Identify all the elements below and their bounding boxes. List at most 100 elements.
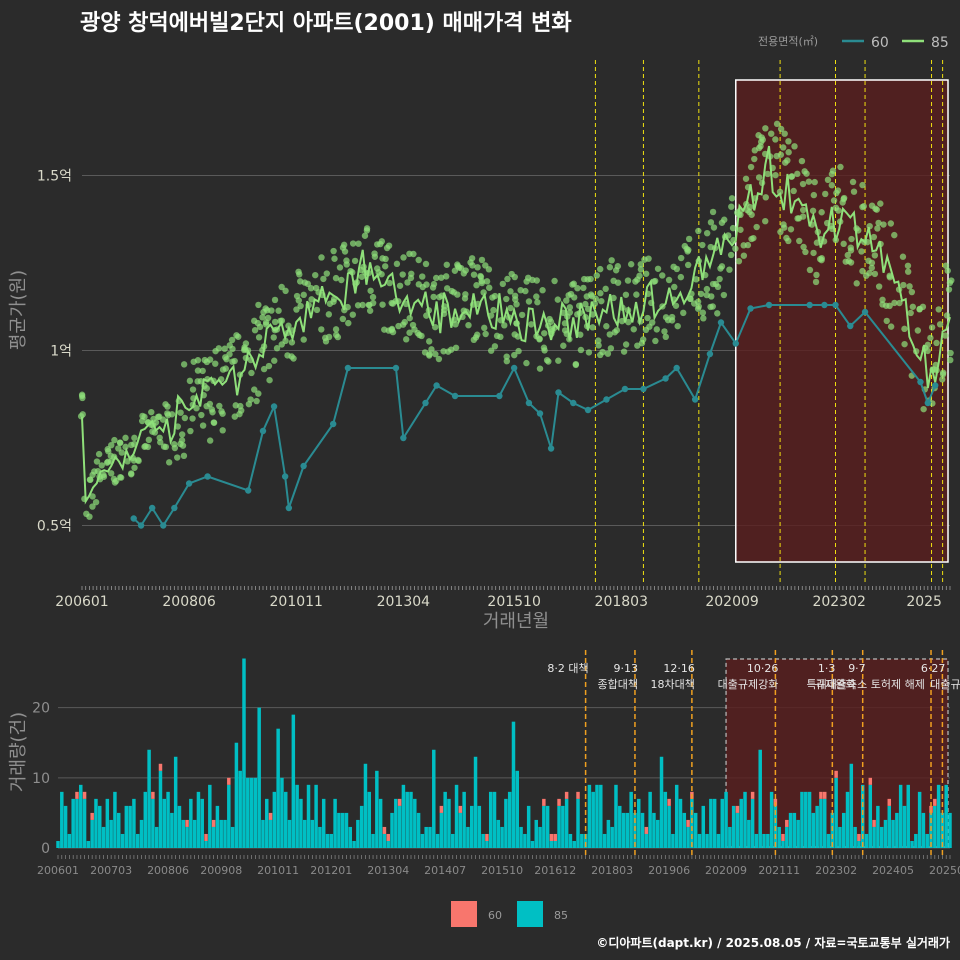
bar-85 (652, 812, 656, 848)
bar-60 (553, 833, 557, 841)
point-85 (859, 267, 866, 275)
point-85 (551, 277, 558, 285)
point-85 (927, 334, 934, 342)
point-85 (251, 327, 259, 334)
point-85 (89, 493, 96, 500)
bar-85 (310, 819, 315, 848)
bar-60 (933, 798, 937, 806)
point-85 (343, 261, 350, 268)
bar-60 (386, 833, 390, 841)
point-85 (131, 464, 138, 471)
point-85 (523, 359, 530, 367)
point-85 (840, 240, 847, 248)
point-85 (858, 248, 865, 255)
point-85 (259, 314, 266, 321)
point-85 (580, 284, 587, 292)
point-85 (791, 143, 798, 150)
point-85 (260, 365, 268, 373)
bar-85 (914, 833, 918, 848)
point-85 (404, 279, 411, 286)
point-85 (313, 306, 321, 314)
volume-y-axis-title: 거래량(건) (8, 712, 29, 792)
bar-85 (629, 791, 633, 848)
bar-85 (769, 791, 774, 848)
bar-85 (443, 791, 447, 848)
point-85 (868, 264, 876, 272)
point-85 (255, 301, 262, 309)
point-85 (116, 439, 124, 446)
bar-85 (63, 805, 68, 848)
point-85 (178, 431, 186, 438)
bar-85 (879, 826, 884, 848)
policy-annotation: 1·3 (818, 662, 836, 675)
legend-85-label: 85 (931, 35, 949, 51)
bar-85 (728, 826, 732, 848)
point-85 (896, 299, 903, 307)
bar-85 (90, 819, 94, 848)
bar-85 (834, 777, 838, 848)
bar-85 (948, 812, 952, 848)
point-85 (672, 302, 680, 309)
point-85 (785, 149, 792, 156)
volume-x-tick-label: 202508 (929, 864, 960, 877)
point-85 (866, 269, 873, 277)
bar-85 (735, 812, 740, 848)
bar-85 (845, 791, 850, 848)
point-85 (253, 397, 260, 405)
point-85 (396, 282, 404, 289)
bar-85 (883, 819, 888, 848)
point-85 (474, 264, 481, 271)
volume-x-tick-label: 201201 (310, 864, 352, 877)
point-85 (645, 255, 652, 262)
point-85 (503, 353, 510, 360)
bar-85 (98, 805, 102, 848)
bar-85 (132, 798, 136, 848)
bar-85 (553, 840, 557, 848)
point-85 (871, 270, 879, 278)
point-85 (721, 216, 728, 223)
point-60 (400, 434, 407, 442)
point-85 (148, 408, 155, 416)
point-60 (422, 399, 429, 407)
bar-85 (466, 826, 470, 848)
bar-85 (170, 812, 174, 848)
bar-85 (481, 833, 485, 848)
point-85 (262, 319, 270, 326)
point-85 (334, 333, 342, 341)
bar-85 (838, 826, 842, 848)
point-85 (942, 332, 949, 339)
bar-85 (747, 819, 751, 848)
point-85 (637, 266, 645, 273)
point-85 (233, 332, 240, 339)
point-85 (811, 178, 818, 186)
point-85 (776, 188, 784, 196)
point-85 (248, 369, 255, 377)
point-85 (122, 443, 129, 451)
point-85 (592, 295, 599, 302)
point-85 (728, 195, 736, 202)
point-85 (837, 163, 844, 171)
bar-85 (185, 826, 189, 848)
bar-85 (280, 777, 284, 848)
point-85 (802, 248, 809, 256)
bar-85 (329, 833, 334, 848)
point-60 (847, 322, 854, 330)
point-85 (813, 271, 820, 279)
point-85 (824, 176, 832, 184)
bar-85 (811, 812, 816, 848)
point-85 (212, 360, 219, 367)
policy-annotation: 12·16 (663, 662, 695, 675)
point-85 (229, 345, 236, 353)
bar-85 (678, 798, 683, 848)
point-85 (720, 291, 728, 299)
bar-60 (158, 763, 163, 771)
point-85 (199, 422, 207, 429)
bar-60 (868, 777, 873, 785)
point-85 (295, 268, 302, 275)
point-85 (454, 291, 461, 298)
point-85 (206, 400, 214, 408)
point-85 (750, 234, 757, 242)
point-85 (652, 337, 659, 345)
point-85 (194, 357, 202, 364)
point-85 (468, 255, 476, 262)
